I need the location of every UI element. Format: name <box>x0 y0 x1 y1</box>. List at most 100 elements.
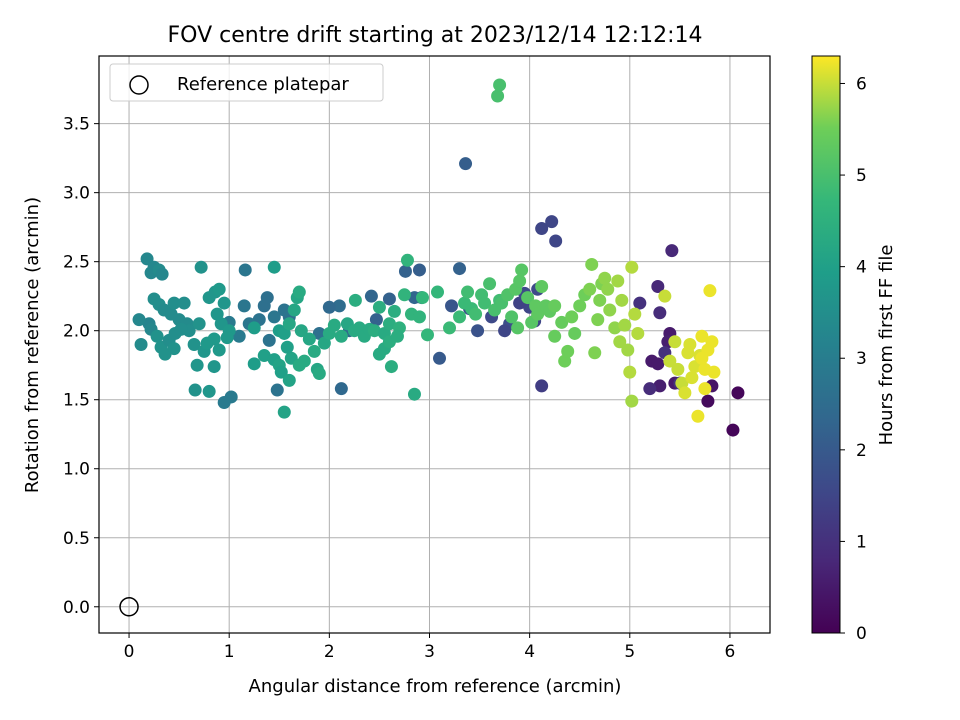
data-point <box>603 303 617 317</box>
colorbar-tick-label: 3 <box>856 349 867 369</box>
data-point <box>367 324 381 338</box>
data-point <box>190 358 204 372</box>
x-tick-label: 3 <box>424 642 435 662</box>
data-point <box>461 285 475 299</box>
data-point <box>608 321 622 335</box>
data-point <box>459 157 473 171</box>
data-point <box>548 299 562 313</box>
data-point <box>549 234 563 248</box>
data-point <box>491 89 505 103</box>
data-point <box>598 271 612 285</box>
data-points <box>132 78 745 437</box>
data-point <box>498 324 512 338</box>
plot-frame <box>98 55 771 634</box>
data-point <box>382 292 396 306</box>
data-point <box>332 299 346 313</box>
data-point <box>668 335 682 349</box>
data-point <box>633 296 647 310</box>
reference-marker <box>119 597 139 617</box>
data-point <box>247 321 261 335</box>
colorbar-tick-label: 5 <box>856 166 867 186</box>
x-tick-label: 6 <box>725 642 736 662</box>
data-point <box>483 277 497 291</box>
data-point <box>307 344 321 358</box>
data-point <box>695 351 709 365</box>
data-point <box>294 324 308 338</box>
data-point <box>453 310 467 324</box>
data-point <box>625 394 639 408</box>
data-point <box>282 373 296 387</box>
data-point <box>726 423 740 437</box>
data-point <box>280 340 294 354</box>
data-point <box>698 362 712 376</box>
data-point <box>593 293 607 307</box>
data-point <box>174 322 188 336</box>
colorbar-tick-label: 6 <box>856 74 867 94</box>
data-point <box>515 263 529 277</box>
data-point <box>535 222 549 236</box>
y-tick-label: 3.0 <box>63 184 90 204</box>
data-point <box>561 344 575 358</box>
data-point <box>207 360 221 374</box>
grid-lines <box>99 56 770 633</box>
data-point <box>731 386 745 400</box>
data-point <box>521 291 535 305</box>
data-point <box>212 282 226 296</box>
data-point <box>334 329 348 343</box>
data-point <box>177 296 191 310</box>
data-point <box>453 262 467 276</box>
x-tick-label: 0 <box>124 642 135 662</box>
y-tick-label: 0.0 <box>63 598 90 618</box>
data-point <box>334 382 348 396</box>
data-point <box>369 313 383 327</box>
colorbar: 0 1 2 3 4 5 6 Hours from first FF file <box>811 55 897 644</box>
colorbar-tick-label: 1 <box>856 532 867 552</box>
data-point <box>588 346 602 360</box>
data-point <box>615 293 629 307</box>
data-point <box>282 317 296 331</box>
data-point <box>317 336 331 350</box>
data-point <box>665 244 679 258</box>
data-point <box>621 343 635 357</box>
data-point <box>397 288 411 302</box>
x-axis-ticks: 0 1 2 3 4 5 6 <box>124 633 736 662</box>
data-point <box>511 321 525 335</box>
data-point <box>322 300 336 314</box>
data-point <box>267 310 281 324</box>
data-point <box>247 357 261 371</box>
data-point <box>267 260 281 274</box>
data-point <box>277 405 291 419</box>
data-point <box>274 365 288 379</box>
data-point <box>698 382 712 396</box>
data-point <box>188 383 202 397</box>
data-point <box>420 328 434 342</box>
data-point <box>167 342 181 356</box>
y-tick-label: 2.5 <box>63 253 90 273</box>
data-point <box>387 304 401 318</box>
x-axis-label: Angular distance from reference (arcmin) <box>249 676 622 697</box>
data-point <box>651 280 665 294</box>
data-point <box>685 371 699 385</box>
colorbar-tick-label: 0 <box>856 624 867 644</box>
data-point <box>262 333 276 347</box>
data-point <box>445 299 459 313</box>
x-tick-label: 4 <box>524 642 535 662</box>
data-point <box>217 395 231 409</box>
data-point <box>671 362 685 376</box>
data-point <box>217 296 231 310</box>
data-point <box>390 329 404 343</box>
data-point <box>207 332 221 346</box>
data-point <box>277 303 291 317</box>
data-point <box>431 285 445 299</box>
data-point <box>134 338 148 351</box>
y-tick-label: 1.5 <box>63 391 90 411</box>
data-point <box>210 307 224 321</box>
data-point <box>132 313 146 327</box>
data-point <box>407 387 421 401</box>
data-point <box>192 317 206 331</box>
data-point <box>312 326 326 340</box>
data-point <box>400 253 414 267</box>
data-point <box>531 307 545 321</box>
data-point <box>478 296 492 310</box>
